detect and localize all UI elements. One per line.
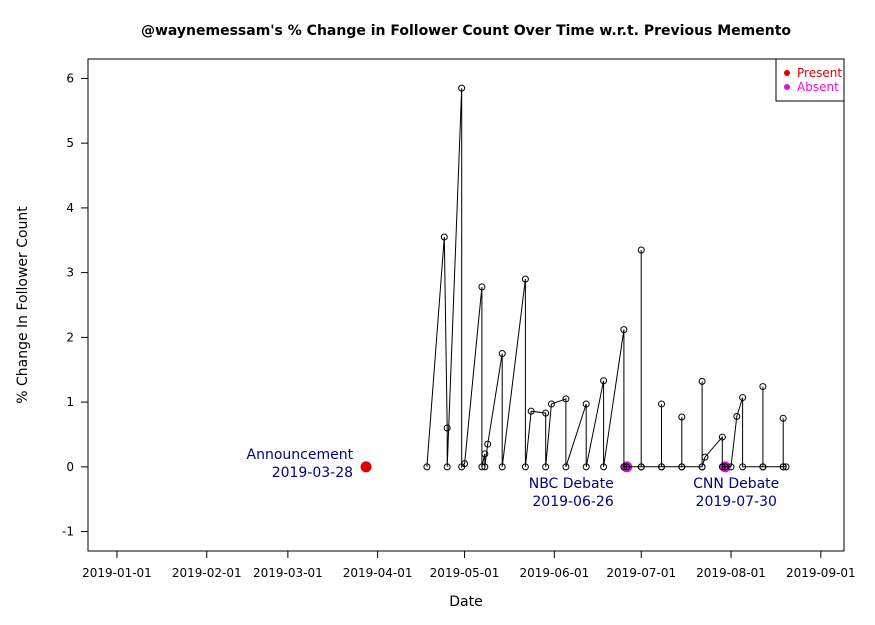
x-axis-label: Date — [449, 594, 482, 610]
annotation-label: Announcement — [247, 447, 354, 463]
data-point — [739, 463, 747, 471]
data-point — [582, 400, 590, 408]
y-tick-label: -1 — [62, 525, 74, 539]
data-point — [739, 394, 747, 402]
x-tick-label: 2019-08-01 — [696, 566, 766, 580]
annotation-label: 2019-03-28 — [272, 465, 353, 481]
y-axis: -1 0 1 2 3 4 5 6 — [62, 71, 88, 539]
data-point — [678, 413, 686, 421]
data-point — [637, 463, 645, 471]
data-point — [759, 463, 767, 471]
data-point — [458, 84, 466, 92]
data-point — [481, 450, 489, 458]
data-point — [478, 283, 486, 291]
legend-entry-label: Present — [797, 66, 842, 80]
data-point — [718, 463, 726, 471]
y-tick-label: 4 — [66, 201, 74, 215]
y-tick-label: 6 — [66, 71, 74, 85]
event-marker-present — [360, 461, 372, 473]
data-point — [582, 463, 590, 471]
x-tick-label: 2019-04-01 — [343, 566, 413, 580]
data-point — [600, 463, 608, 471]
data-point — [698, 377, 706, 385]
x-axis: 2019-01-01 2019-02-01 2019-03-01 2019-04-01… — [82, 550, 856, 580]
data-point — [443, 463, 451, 471]
x-tick-label: 2019-01-01 — [82, 566, 152, 580]
data-point — [620, 326, 628, 334]
data-point — [521, 275, 529, 283]
data-point — [498, 350, 506, 358]
data-point — [443, 424, 451, 432]
data-point — [527, 407, 535, 415]
data-point — [481, 463, 489, 471]
data-point — [423, 463, 431, 471]
annotation-layer: Announcement 2019-03-28 NBC Debate 2019-06-… — [247, 447, 780, 510]
legend-entry-label: Absent — [797, 80, 839, 94]
data-point — [779, 414, 787, 422]
data-point — [727, 463, 735, 471]
data-point — [698, 463, 706, 471]
y-tick-label: 1 — [66, 395, 74, 409]
legend-marker — [784, 84, 790, 90]
data-point — [718, 433, 726, 441]
data-point — [678, 463, 686, 471]
data-point — [623, 463, 631, 471]
data-point — [759, 383, 767, 391]
data-point — [484, 440, 492, 448]
chart-title: @waynemessam's % Change in Follower Coun… — [141, 23, 791, 39]
annotation-label: 2019-06-26 — [532, 494, 613, 510]
legend-marker — [784, 70, 790, 76]
data-point — [562, 395, 570, 403]
series-layer — [360, 84, 790, 473]
x-tick-label: 2019-03-01 — [253, 566, 323, 580]
data-point — [637, 246, 645, 254]
data-point — [600, 377, 608, 385]
data-point — [440, 233, 448, 241]
data-point — [620, 463, 628, 471]
data-point — [562, 463, 570, 471]
data-point — [779, 463, 787, 471]
data-point — [701, 453, 709, 461]
x-tick-label: 2019-05-01 — [430, 566, 500, 580]
data-point — [658, 463, 666, 471]
data-point — [478, 463, 486, 471]
annotation-label: 2019-07-30 — [696, 494, 777, 510]
data-point — [733, 412, 741, 420]
legend-box — [775, 58, 845, 102]
data-point — [782, 463, 790, 471]
x-tick-label: 2019-07-01 — [606, 566, 676, 580]
data-point — [547, 400, 555, 408]
y-tick-label: 5 — [66, 136, 74, 150]
series-line — [426, 88, 787, 469]
annotation-label: NBC Debate — [529, 476, 614, 492]
x-tick-label: 2019-02-01 — [172, 566, 242, 580]
data-point — [461, 460, 469, 468]
y-tick-label: 3 — [66, 266, 74, 280]
data-point — [658, 400, 666, 408]
data-point — [542, 463, 550, 471]
y-tick-label: 0 — [66, 460, 74, 474]
data-point — [498, 463, 506, 471]
y-axis-label: % Change In Follower Count — [15, 206, 31, 404]
annotation-label: CNN Debate — [693, 476, 779, 492]
y-tick-label: 2 — [66, 330, 74, 344]
x-tick-label: 2019-09-01 — [786, 566, 856, 580]
data-point — [542, 409, 550, 417]
x-tick-label: 2019-06-01 — [519, 566, 589, 580]
data-point — [521, 463, 529, 471]
